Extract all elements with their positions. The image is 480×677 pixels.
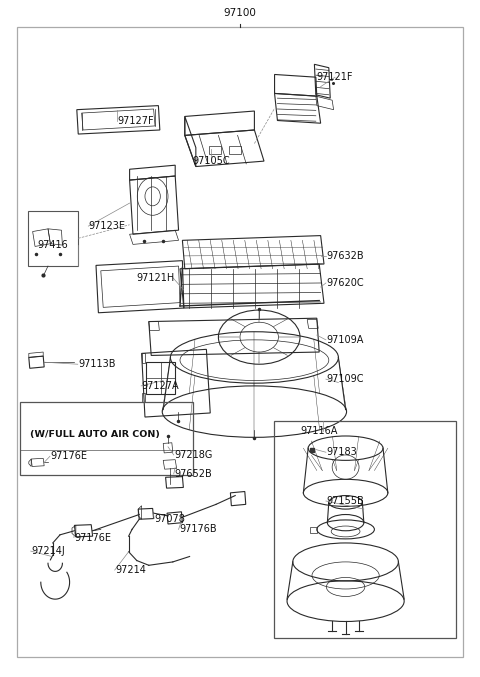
Bar [274, 421, 456, 638]
Text: 97620C: 97620C [326, 278, 364, 288]
Text: 97116A: 97116A [300, 426, 337, 435]
Text: 97113B: 97113B [78, 359, 116, 369]
Text: 97078: 97078 [155, 514, 185, 523]
Text: 97109A: 97109A [326, 335, 364, 345]
Text: 97121F: 97121F [317, 72, 353, 82]
Text: 97127A: 97127A [142, 381, 179, 391]
Text: 97183: 97183 [326, 447, 357, 457]
Text: 97155B: 97155B [326, 496, 364, 506]
Text: 97214: 97214 [115, 565, 146, 575]
Text: 97176E: 97176E [50, 452, 87, 461]
Bar [20, 402, 193, 475]
Text: 97105C: 97105C [192, 156, 229, 166]
Text: 97176B: 97176B [179, 525, 216, 534]
Text: 97214J: 97214J [31, 546, 65, 556]
Text: 97100: 97100 [224, 7, 256, 18]
Text: (W/FULL AUTO AIR CON): (W/FULL AUTO AIR CON) [30, 430, 160, 439]
Bar [229, 146, 241, 154]
Bar [146, 362, 175, 394]
Text: 97127F: 97127F [118, 116, 154, 125]
Text: 97176E: 97176E [74, 533, 111, 542]
Text: 97109C: 97109C [326, 374, 364, 384]
Text: 97652B: 97652B [174, 469, 212, 479]
Text: 97123E: 97123E [89, 221, 126, 231]
Bar [209, 146, 221, 154]
Text: 97121H: 97121H [137, 273, 175, 282]
Text: 97632B: 97632B [326, 251, 364, 261]
Text: 97218G: 97218G [174, 450, 213, 460]
Bar [28, 211, 78, 266]
Text: 97416: 97416 [37, 240, 68, 250]
